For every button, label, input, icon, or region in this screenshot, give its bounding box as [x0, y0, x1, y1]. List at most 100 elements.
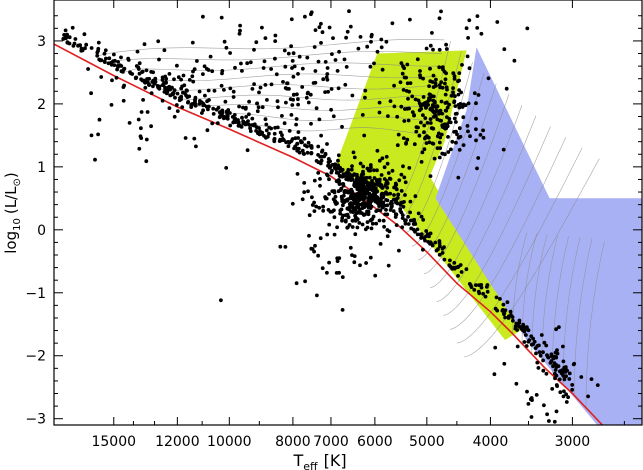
data-point-1120 [443, 92, 448, 97]
data-point-1260 [139, 110, 144, 114]
data-point-1334 [217, 115, 222, 120]
data-point-1004 [468, 134, 472, 139]
data-point-1389 [275, 99, 280, 104]
data-point-1138 [456, 135, 461, 140]
data-point-757 [350, 164, 354, 169]
data-point-1308 [205, 128, 210, 133]
data-point-1408 [561, 344, 565, 349]
data-point-1081 [478, 133, 483, 137]
data-point-1211 [224, 115, 228, 120]
data-point-1359 [308, 92, 313, 97]
data-point-1030 [404, 141, 408, 146]
track-giant-8 [443, 126, 551, 316]
data-point-1505 [289, 44, 293, 49]
data-point-1309 [86, 67, 90, 71]
data-point-562 [312, 209, 317, 214]
data-point-114 [403, 221, 408, 226]
data-point-1504 [437, 16, 442, 21]
data-point-171 [264, 122, 269, 127]
data-point-1514 [318, 236, 323, 241]
data-point-425 [79, 46, 84, 51]
data-point-1055 [446, 150, 451, 154]
data-point-167 [151, 84, 155, 89]
data-point-694 [381, 200, 386, 205]
data-point-1198 [295, 92, 299, 97]
x-tick-label-8: 3000 [555, 434, 591, 450]
data-point-1142 [437, 111, 441, 116]
data-point-573 [374, 209, 379, 214]
data-point-1331 [89, 91, 93, 96]
data-point-1451 [515, 344, 520, 349]
data-point-1537 [386, 263, 391, 268]
data-point-862 [373, 186, 378, 191]
data-point-1262 [247, 112, 251, 117]
data-point-644 [317, 205, 322, 210]
data-point-1506 [475, 14, 480, 18]
data-point-1178 [228, 86, 233, 91]
data-point-1320 [189, 105, 194, 109]
data-point-613 [377, 218, 382, 223]
data-point-507 [179, 94, 184, 99]
data-point-371 [523, 326, 528, 330]
data-point-843 [350, 191, 354, 196]
data-point-1447 [586, 394, 590, 399]
data-point-881 [391, 197, 396, 202]
data-point-1067 [404, 89, 409, 93]
data-point-1340 [386, 114, 390, 118]
data-point-1147 [454, 140, 458, 145]
data-point-1114 [418, 73, 422, 78]
data-point-1258 [290, 103, 295, 107]
data-point-406 [179, 77, 184, 82]
data-point-1128 [419, 106, 424, 111]
data-point-1517 [385, 234, 390, 239]
data-point-1251 [319, 133, 323, 138]
data-point-1465 [317, 25, 322, 30]
data-point-1167 [435, 146, 440, 151]
data-point-1295 [294, 117, 299, 121]
data-point-1520 [378, 242, 383, 246]
data-point-1070 [429, 126, 434, 130]
data-point-1467 [319, 21, 323, 26]
data-point-1482 [379, 37, 384, 42]
data-point-1225 [219, 15, 224, 20]
data-point-1541 [283, 245, 288, 249]
data-point-771 [325, 172, 329, 177]
x-tick-label-0: 15000 [91, 434, 136, 450]
data-point-472 [335, 166, 340, 170]
data-point-1270 [281, 80, 285, 84]
data-point-885 [345, 212, 350, 217]
x-tick-label-2: 10000 [207, 434, 252, 450]
x-tick-label-6: 5000 [409, 434, 445, 450]
data-point-1174 [119, 64, 124, 68]
data-point-88 [267, 125, 272, 130]
region-0 [335, 50, 521, 341]
data-point-875 [404, 218, 408, 223]
data-point-620 [352, 155, 357, 160]
data-point-1169 [429, 106, 433, 111]
data-point-1175 [220, 108, 225, 113]
data-point-654 [412, 142, 417, 147]
data-point-866 [358, 195, 363, 200]
data-point-1255 [168, 93, 173, 98]
x-tick-label-7: 4000 [473, 434, 509, 450]
data-point-902 [359, 173, 364, 178]
data-point-1396 [144, 137, 149, 142]
data-point-839 [312, 200, 316, 205]
data-point-438 [455, 265, 460, 270]
data-point-1084 [401, 88, 406, 92]
data-point-1390 [311, 81, 316, 85]
data-point-855 [327, 222, 332, 227]
data-point-1276 [304, 95, 309, 100]
data-point-401 [468, 283, 473, 288]
data-point-538 [295, 172, 300, 176]
data-point-1021 [435, 134, 440, 139]
data-point-1275 [263, 36, 268, 40]
track-giant-11 [463, 158, 600, 358]
data-point-457 [408, 210, 412, 215]
data-point-1431 [557, 377, 562, 382]
data-point-437 [529, 334, 534, 339]
data-point-1409 [554, 409, 559, 414]
data-point-1075 [431, 73, 436, 78]
data-point-1496 [390, 21, 395, 26]
data-point-1177 [145, 77, 149, 81]
